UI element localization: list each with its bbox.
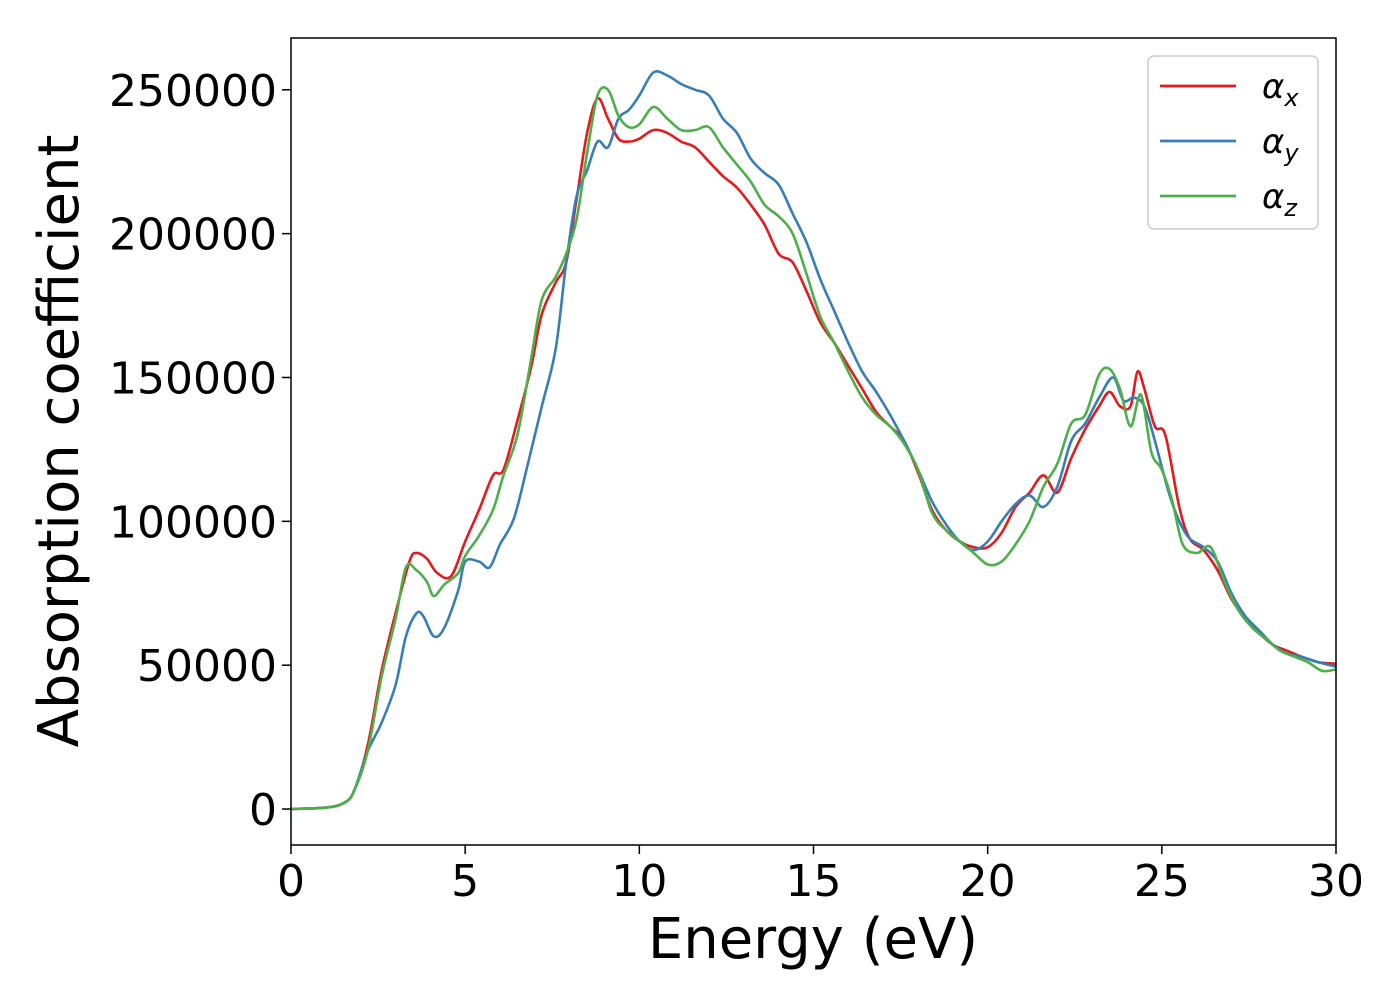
x-tick-label: 5 — [451, 856, 479, 907]
y-tick-label: 250000 — [109, 66, 277, 117]
y-axis-label: Absorption coefficient — [27, 135, 92, 748]
series-lines — [291, 70, 1336, 811]
y-tick-label: 0 — [249, 785, 277, 836]
y-axis: 0 50000 100000 150000 200000 250000 — [109, 66, 291, 836]
x-tick-label: 25 — [1134, 856, 1190, 907]
y-tick-label: 150000 — [109, 353, 277, 404]
y-tick-label: 200000 — [109, 210, 277, 261]
x-axis: 0 5 10 15 20 25 30 — [277, 845, 1364, 907]
x-tick-label: 15 — [786, 856, 842, 907]
x-tick-label: 0 — [277, 856, 305, 907]
x-tick-label: 30 — [1308, 856, 1364, 907]
legend-box — [1147, 55, 1319, 230]
x-tick-label: 20 — [960, 856, 1016, 907]
x-tick-label: 10 — [611, 856, 667, 907]
series-line-alpha-x — [291, 97, 1336, 811]
series-line-alpha-z — [291, 86, 1336, 811]
y-tick-label: 100000 — [109, 497, 277, 548]
series-line-alpha-y — [291, 70, 1336, 811]
x-axis-label: Energy (eV) — [648, 907, 978, 972]
y-tick-label: 50000 — [137, 641, 277, 692]
plot-area — [291, 70, 1336, 811]
